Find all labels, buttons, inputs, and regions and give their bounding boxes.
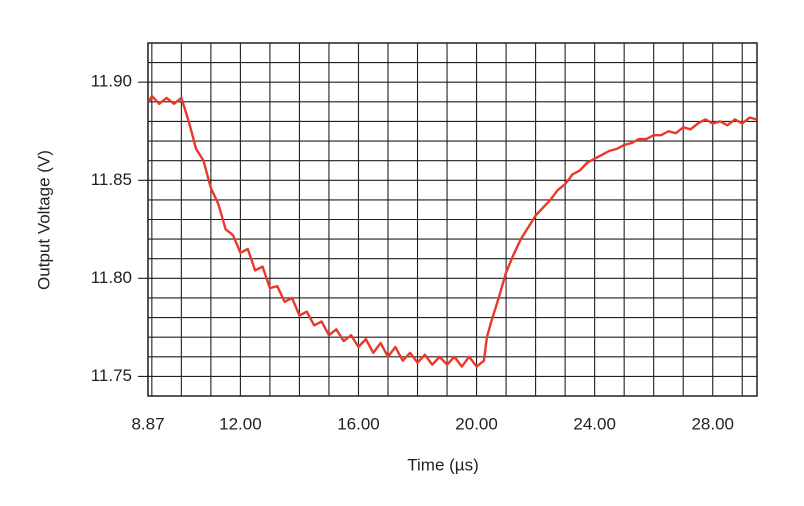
y-axis-title: Output Voltage (V) <box>34 150 53 290</box>
data-line <box>147 94 758 368</box>
x-tick-label: 8.87 <box>131 414 164 433</box>
y-tick-label: 11.75 <box>91 366 132 385</box>
x-axis-title: Time (µs) <box>407 455 479 474</box>
x-tick-label: 16.00 <box>337 414 380 433</box>
y-tick-label: 11.90 <box>91 72 132 91</box>
x-tick-label: 20.00 <box>455 414 498 433</box>
x-tick-label: 24.00 <box>573 414 616 433</box>
x-tick-label: 28.00 <box>691 414 734 433</box>
x-tick-label: 12.00 <box>219 414 262 433</box>
y-tick-label: 11.80 <box>91 268 132 287</box>
plot-frame <box>147 42 758 397</box>
y-tick-label: 11.85 <box>91 170 132 189</box>
